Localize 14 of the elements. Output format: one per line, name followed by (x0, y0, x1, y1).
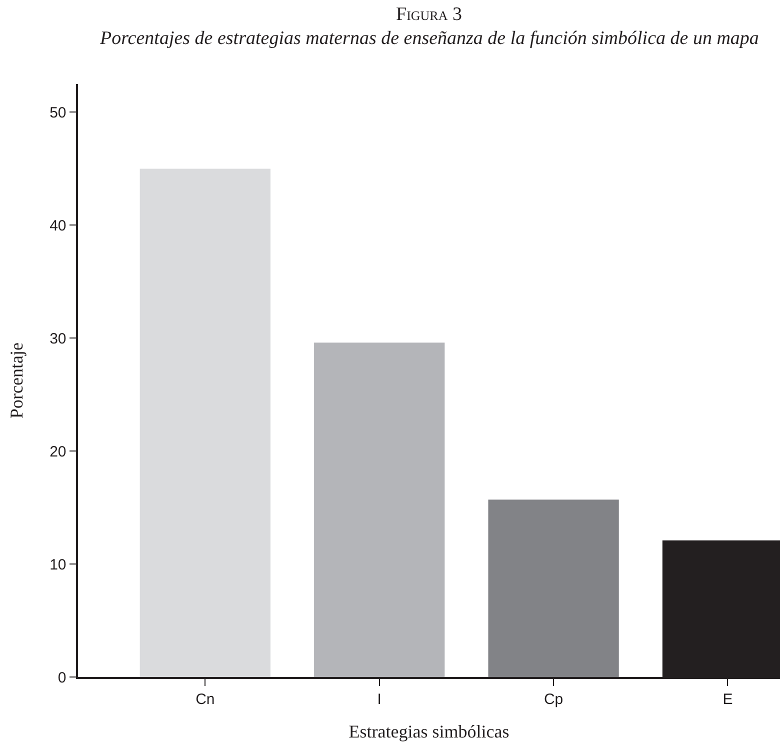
y-tick-label: 40 (50, 217, 66, 234)
x-tick-label: E (722, 690, 733, 708)
x-tick-label: Cn (196, 690, 215, 708)
y-tick-label: 50 (50, 104, 66, 122)
y-tick-label: 30 (50, 330, 66, 348)
chart-title: Figura 3 (396, 4, 462, 25)
x-axis-title: Estrategias simbólicas (348, 721, 510, 742)
y-tick-label: 20 (50, 443, 66, 460)
y-tick-label: 10 (50, 556, 66, 574)
y-tick-label: 0 (58, 669, 66, 686)
chart-subtitle: Porcentajes de estrategias maternas de enseñanza de la función simbólica de un mapa (99, 28, 759, 49)
x-tick-label: Cp (544, 690, 564, 708)
y-axis-title: Porcentaje (6, 342, 26, 418)
x-tick-label: I (377, 690, 382, 708)
